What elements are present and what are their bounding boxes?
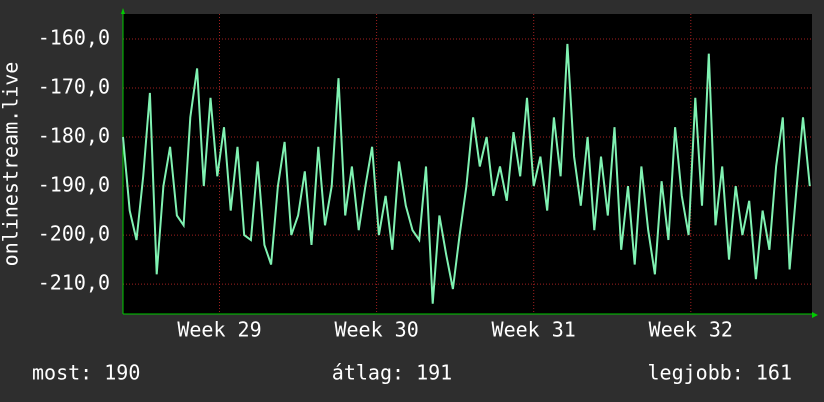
x-tick-label: Week 29: [177, 318, 261, 342]
x-axis-arrow: [812, 312, 818, 318]
x-tick-label: Week 30: [334, 318, 418, 342]
x-tick-label: Week 32: [649, 318, 733, 342]
footer-best: legjobb: 161: [648, 361, 793, 385]
y-tick-label: -170,0: [38, 75, 110, 99]
y-tick-label: -210,0: [38, 271, 110, 295]
y-tick-label: -180,0: [38, 124, 110, 148]
footer-current: most: 190: [32, 361, 140, 385]
footer-average: átlag: 191: [332, 361, 452, 385]
y-tick-label: -160,0: [38, 26, 110, 50]
data-line: [122, 43, 811, 304]
y-axis-label: onlinestream.live: [0, 62, 23, 267]
y-tick-label: -190,0: [38, 173, 110, 197]
x-tick-label: Week 31: [492, 318, 576, 342]
y-tick-label: -200,0: [38, 222, 110, 246]
